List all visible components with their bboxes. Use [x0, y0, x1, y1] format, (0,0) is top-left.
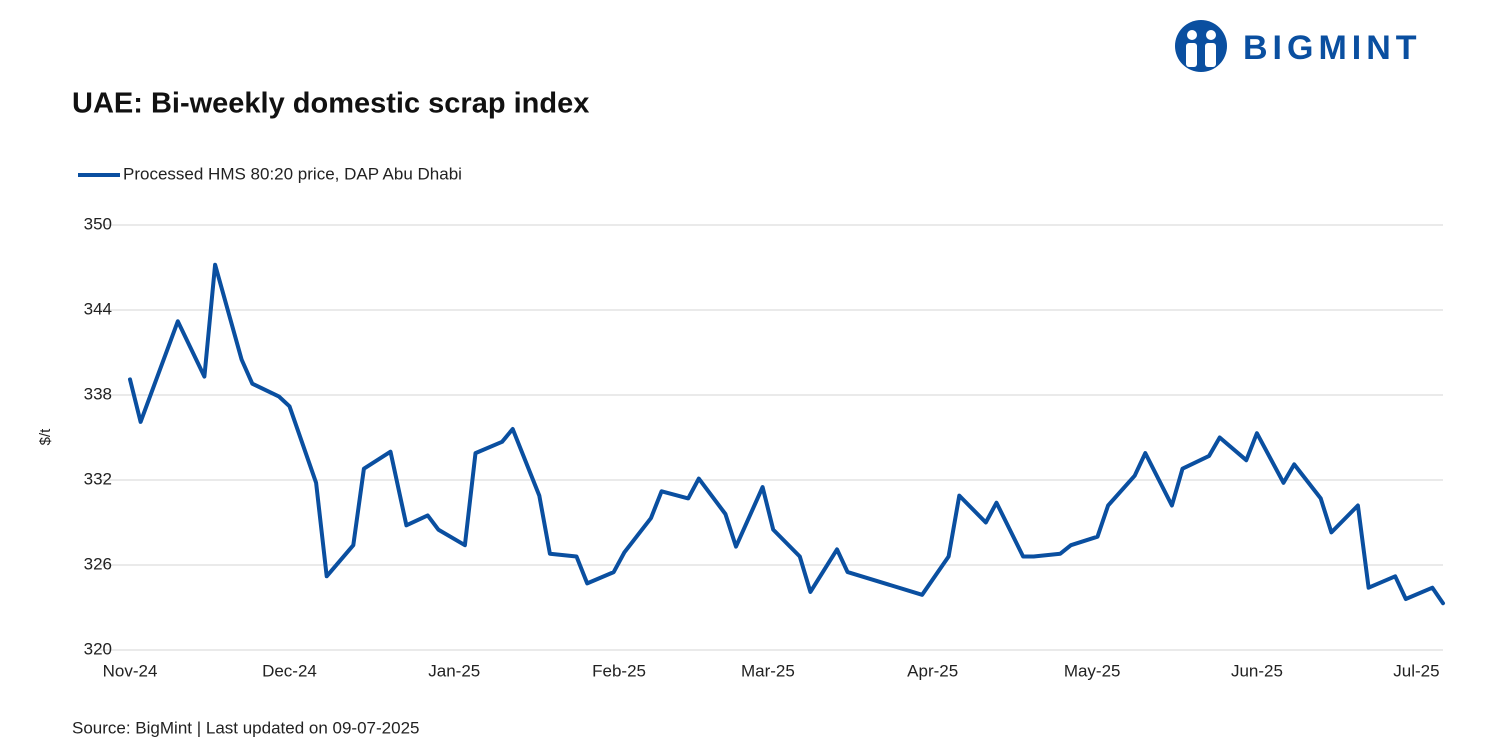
y-tick-label: 350: [84, 214, 112, 233]
y-tick-label: 338: [84, 384, 112, 403]
x-tick-label: Apr-25: [907, 661, 958, 680]
x-tick-label: Mar-25: [741, 661, 795, 680]
y-axis-label: $/t: [37, 428, 54, 446]
x-tick-label: May-25: [1064, 661, 1121, 680]
legend-label: Processed HMS 80:20 price, DAP Abu Dhabi: [123, 164, 462, 183]
logo-icon-body: [1186, 43, 1197, 67]
logo-icon: [1175, 20, 1227, 72]
chart-title: UAE: Bi-weekly domestic scrap index: [72, 88, 589, 120]
x-tick-label: Nov-24: [103, 661, 158, 680]
logo-icon-head: [1206, 30, 1216, 40]
brand: BIGMINT: [1243, 29, 1422, 67]
x-tick-label: Jan-25: [428, 661, 480, 680]
source-note: Source: BigMint | Last updated on 09-07-…: [72, 718, 419, 737]
y-tick-label: 326: [84, 554, 112, 573]
logo-icon-body: [1205, 43, 1216, 67]
x-tick-label: Jul-25: [1393, 661, 1439, 680]
x-tick-label: Feb-25: [592, 661, 646, 680]
x-tick-label: Jun-25: [1231, 661, 1283, 680]
x-tick-label: Dec-24: [262, 661, 317, 680]
logo-icon-head: [1187, 30, 1197, 40]
data-line: [128, 262, 1445, 606]
y-tick-label: 344: [84, 299, 112, 318]
y-tick-label: 332: [84, 469, 112, 488]
y-tick-label: 320: [84, 639, 112, 658]
logo: BIGMINT: [1175, 20, 1422, 72]
